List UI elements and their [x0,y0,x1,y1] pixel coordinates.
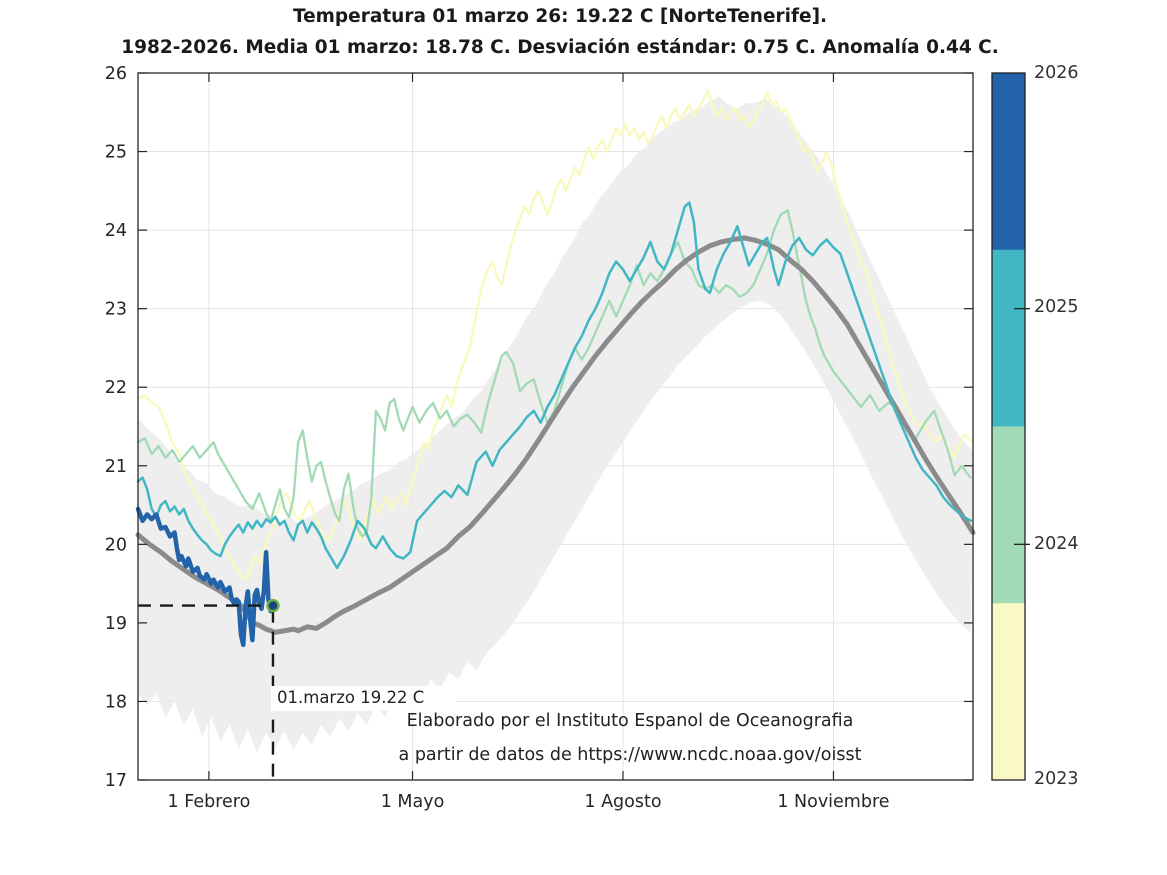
credit-text-line1: Elaborado por el Instituto Espanol de Oc… [406,711,854,731]
colorbar-segment [992,249,1025,427]
colorbar-segment [992,603,1025,781]
colorbar-border [991,72,1026,781]
y-tick-label: 18 [105,692,127,712]
colorbar-label-2024: 2024 [1034,534,1079,554]
chart-subtitle: 1982-2026. Media 01 marzo: 18.78 C. Desv… [121,37,999,58]
x-tick-label: 1 Febrero [168,792,251,812]
colorbar-label-2023: 2023 [1034,769,1079,789]
y-tick-label: 21 [105,457,127,477]
y-tick-label: 20 [105,535,127,555]
colorbar-segment [992,426,1025,604]
x-tick-label: 1 Agosto [584,792,661,812]
colorbar-label-2026: 2026 [1034,63,1079,83]
marker-callout: 01.marzo 19.22 C [271,686,457,711]
series-2025-line [136,201,972,570]
chart-title: Temperatura 01 marzo 26: 19.22 C [NorteT… [292,6,828,27]
series-2023-line [136,89,975,581]
y-tick-label: 17 [105,771,127,791]
current-value-marker [266,598,280,613]
y-tick-label: 22 [105,378,127,398]
y-tick-label: 19 [105,614,127,634]
series-2024-line [136,209,972,538]
colorbar-segment [992,73,1025,251]
mean-line [135,235,976,635]
x-tick-label: 1 Mayo [381,792,445,812]
y-tick-label: 25 [105,143,127,163]
y-tick-label: 26 [105,64,127,84]
colorbar-label-2025: 2025 [1034,297,1079,317]
y-tick-label: 23 [105,300,127,320]
plot-border [137,72,974,781]
std-envelope-area [138,96,973,753]
x-tick-label: 1 Noviembre [777,792,889,812]
series-2026-line [135,506,276,648]
credit-text-line2: a partir de datos de https://www.ncdc.no… [398,745,862,765]
y-tick-label: 24 [105,221,127,241]
